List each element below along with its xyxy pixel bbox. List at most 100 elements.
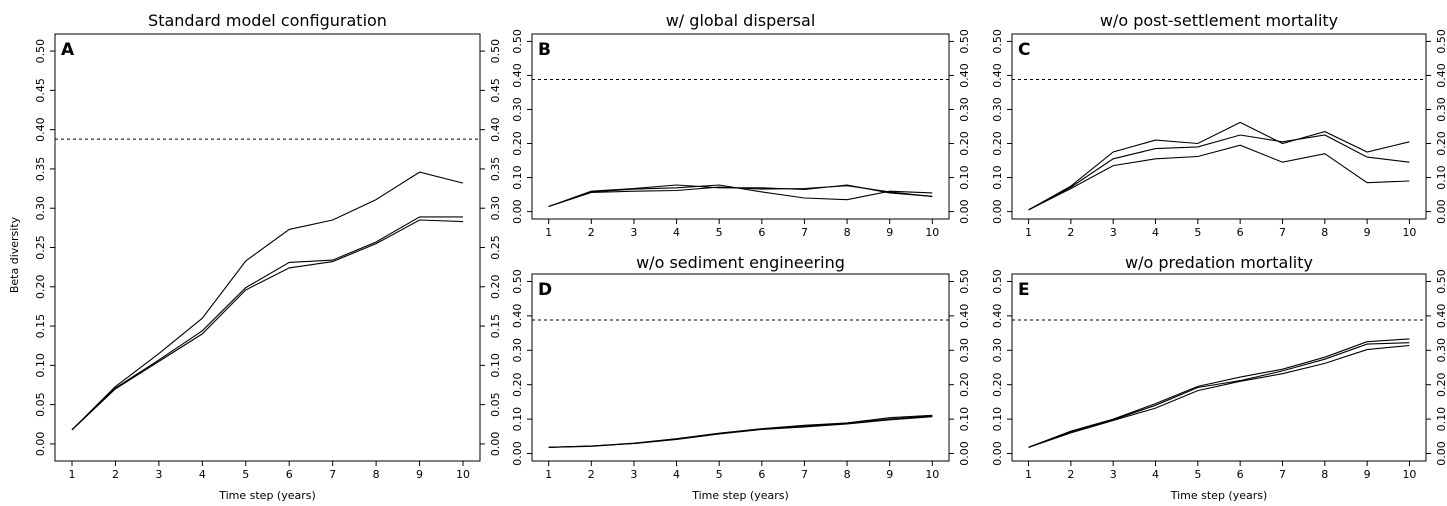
x-tick-label: 8 [844,468,851,481]
x-tick-label: 2 [588,468,595,481]
y-tick-label-left: 0.40 [511,304,524,329]
y-tick-label-left: 0.30 [511,338,524,363]
x-tick-label: 9 [1364,226,1371,239]
panel-title: w/o predation mortality [1125,253,1313,272]
x-tick-label: 5 [716,468,723,481]
figure-y-axis-label: Beta diversity [8,216,21,293]
panel-title: w/o sediment engineering [636,253,845,272]
x-tick-label: 2 [588,226,595,239]
y-tick-label-left: 0.40 [991,63,1004,88]
x-tick-label: 6 [758,226,765,239]
x-tick-label: 7 [1279,226,1286,239]
x-tick-label: 10 [1402,468,1416,481]
x-tick-label: 8 [373,468,380,481]
plot-frame [54,33,481,462]
y-tick-label-right: 0.10 [1435,407,1447,432]
y-tick-label-left: 0.05 [34,392,47,417]
y-tick-label-left: 0.20 [991,131,1004,156]
y-tick-label-left: 0.40 [34,117,47,142]
x-tick-label: 3 [630,468,637,481]
y-tick-label-right: 0.00 [958,199,971,224]
x-tick-label: 10 [925,468,939,481]
y-tick-label-left: 0.10 [991,407,1004,432]
x-tick-label: 8 [1321,226,1328,239]
x-tick-label: 6 [758,468,765,481]
y-tick-label-left: 0.30 [991,338,1004,363]
y-tick-label-left: 0.10 [511,165,524,190]
series-line-2 [1028,134,1410,211]
panel-d: w/o sediment engineering D 1 2 3 4 5 6 7 8 9 10 0.00… [511,253,971,502]
x-tick-label: 4 [673,226,680,239]
x-tick-label: 2 [1067,468,1074,481]
y-tick-label-right: 0.15 [489,314,502,339]
x-tick-label: 3 [630,226,637,239]
panel-c: w/o post-settlement mortality C 1 2 3 4 5 6 7 8 9 1… [991,11,1447,239]
x-tick-label: 9 [886,226,893,239]
y-tick-label-left: 0.20 [991,372,1004,397]
x-tick-label: 4 [673,468,680,481]
x-tick-label: 1 [545,226,552,239]
y-tick-label-right: 0.20 [1435,372,1447,397]
y-tick-label-left: 0.20 [511,131,524,156]
x-tick-label: 6 [1237,226,1244,239]
x-tick-label: 8 [844,226,851,239]
y-tick-label-right: 0.10 [958,165,971,190]
y-tick-label-right: 0.05 [489,392,502,417]
y-tick-label-right: 0.50 [958,29,971,54]
plot-frame [1011,273,1427,462]
x-tick-label: 3 [1110,226,1117,239]
x-tick-label: 1 [1025,226,1032,239]
panel-e: w/o predation mortality E 1 2 3 4 5 6 7 8 9 10 0.00 0… [991,253,1447,502]
y-tick-label-right: 0.00 [489,432,502,457]
y-tick-label-left: 0.40 [511,63,524,88]
y-tick-label-right: 0.00 [1435,199,1447,224]
y-tick-label-left: 0.10 [34,353,47,378]
series-line-1 [1028,338,1410,448]
panel-letter: A [61,40,75,60]
series-line-3 [1028,144,1410,211]
panel-letter: B [538,40,551,60]
panel-letter: E [1018,280,1030,300]
x-tick-label: 2 [112,468,119,481]
series-line-3 [1028,344,1410,448]
panel-title: w/o post-settlement mortality [1100,11,1338,30]
y-tick-label-left: 0.50 [511,269,524,294]
y-tick-label-right: 0.25 [489,235,502,260]
x-tick-label: 1 [545,468,552,481]
panel-letter: C [1018,40,1030,60]
panel-letter: D [538,280,552,300]
x-tick-label: 9 [416,468,423,481]
series-line-3 [548,185,933,208]
y-tick-label-right: 0.50 [1435,269,1447,294]
y-tick-label-right: 0.35 [489,157,502,182]
x-tick-label: 6 [286,468,293,481]
x-tick-label: 3 [1110,468,1117,481]
y-tick-label-right: 0.30 [489,196,502,221]
y-tick-label-left: 0.30 [34,196,47,221]
y-tick-label-left: 0.10 [511,407,524,432]
x-tick-label: 10 [925,226,939,239]
x-tick-label: 10 [1402,226,1416,239]
y-tick-label-left: 0.15 [34,314,47,339]
y-tick-label-right: 0.50 [489,39,502,64]
y-tick-label-left: 0.30 [991,97,1004,122]
y-tick-label-left: 0.50 [991,269,1004,294]
y-tick-label-right: 0.20 [958,131,971,156]
x-tick-label: 1 [69,468,76,481]
x-tick-label: 6 [1237,468,1244,481]
y-tick-label-left: 0.35 [34,157,47,182]
x-tick-label: 9 [1364,468,1371,481]
series-line-2 [1028,342,1410,448]
y-tick-label-left: 0.50 [34,39,47,64]
x-tick-label: 1 [1025,468,1032,481]
x-tick-label: 5 [242,468,249,481]
x-tick-label: 4 [199,468,206,481]
y-tick-label-left: 0.00 [991,441,1004,466]
x-tick-label: 7 [329,468,336,481]
y-tick-label-left: 0.00 [34,432,47,457]
x-tick-label: 5 [716,226,723,239]
y-tick-label-right: 0.00 [958,441,971,466]
x-tick-label: 10 [456,468,470,481]
x-tick-label: 8 [1321,468,1328,481]
